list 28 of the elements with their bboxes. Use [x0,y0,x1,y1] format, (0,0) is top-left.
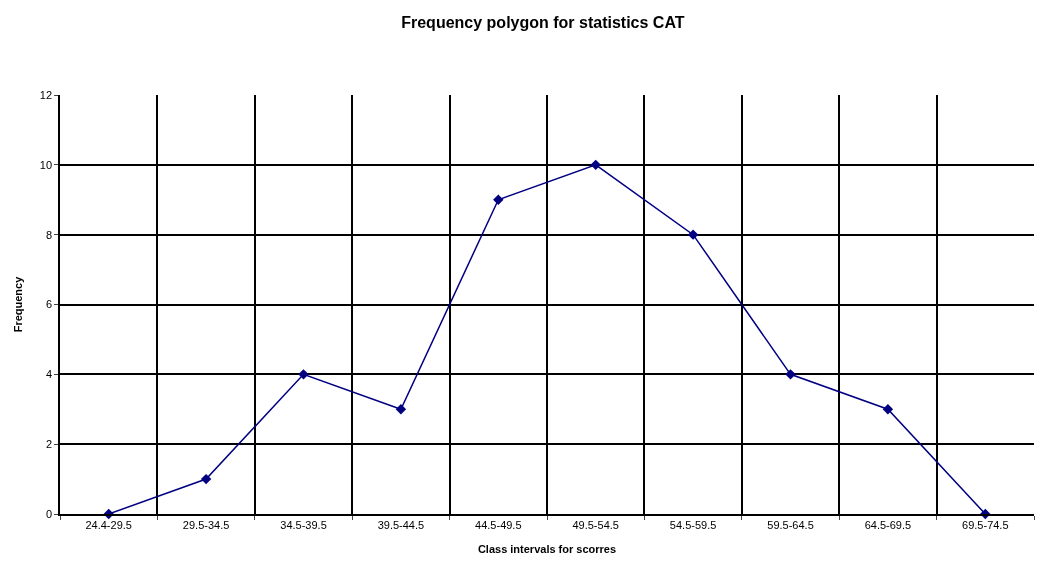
x-tick-label: 69.5-74.5 [962,518,1009,531]
x-tick-label: 24.4-29.5 [85,518,132,531]
x-tick-label: 49.5-54.5 [572,518,619,531]
x-tick-label: 29.5-34.5 [182,518,230,531]
y-tick-label: 12 [39,88,53,101]
y-tick-label: 6 [45,298,53,311]
y-tick-label: 8 [45,228,53,241]
y-tick-label: 0 [45,507,53,520]
point [687,229,699,240]
x-tick-label: 34.5-39.5 [280,518,327,531]
point [395,404,407,415]
x-tick-label: 54.5-59.5 [669,518,717,531]
chart-title: Frequency polygon for statistics CAT [401,14,685,32]
x-tick-label: 59.5-64.5 [767,518,814,531]
point [882,404,894,415]
y-tick-label: 10 [39,158,53,171]
point [493,194,504,205]
y-tick-label: 4 [45,368,53,381]
y-axis-title: Frequency [11,275,24,333]
point [590,159,601,171]
x-tick-label: 44.5-49.5 [475,518,522,531]
x-axis-title: Class intervals for scorres [477,542,617,555]
x-tick-label: 64.5-69.5 [864,518,912,531]
point [298,369,309,380]
x-tick-label: 39.5-44.5 [377,518,425,531]
point [785,369,796,380]
point [200,473,212,485]
y-tick-label: 2 [45,438,53,451]
